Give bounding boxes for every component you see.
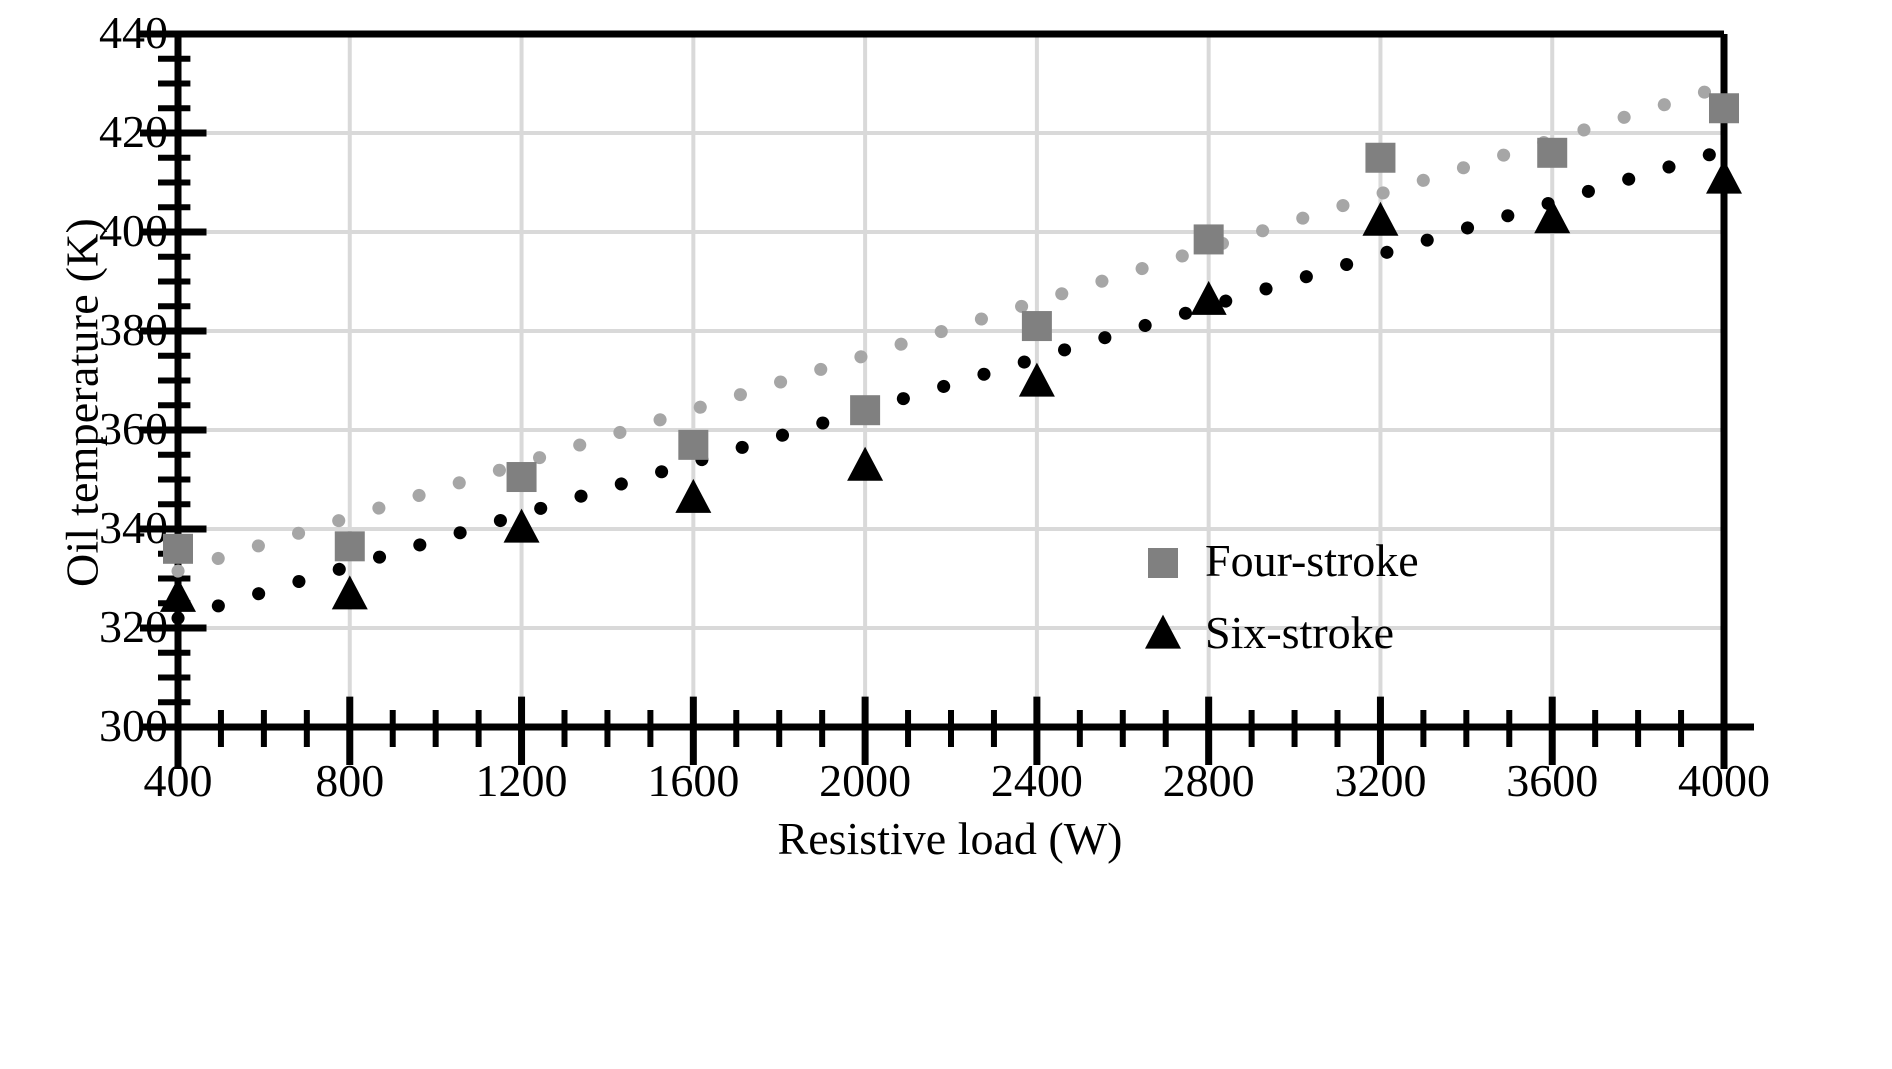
x-axis-tick-label: 2400 — [990, 755, 1083, 806]
legend-markers — [1145, 548, 1181, 649]
x-axis-title: Resistive load (W) — [777, 813, 1123, 864]
x-axis-tick-label: 3200 — [1334, 755, 1427, 806]
legend-label-six-stroke: Six-stroke — [1205, 607, 1395, 658]
trendlines — [171, 79, 1731, 625]
x-axis-tick-label: 1600 — [647, 755, 740, 806]
legend-label-four-stroke: Four-stroke — [1205, 535, 1419, 586]
x-axis-tick-label: 800 — [315, 755, 385, 806]
x-axis-tick-label: 1200 — [475, 755, 568, 806]
axis-ticks — [140, 30, 1728, 765]
x-axis-tick-label: 400 — [143, 755, 213, 806]
gridlines — [178, 34, 1724, 729]
data-markers — [160, 93, 1742, 612]
x-axis-tick-label: 4000 — [1678, 755, 1770, 806]
x-axis-tick-label: 2800 — [1162, 755, 1255, 806]
axis-lines — [140, 30, 1754, 769]
x-axis-tick-label: 2000 — [819, 755, 912, 806]
x-axis-tick-label: 3600 — [1506, 755, 1599, 806]
